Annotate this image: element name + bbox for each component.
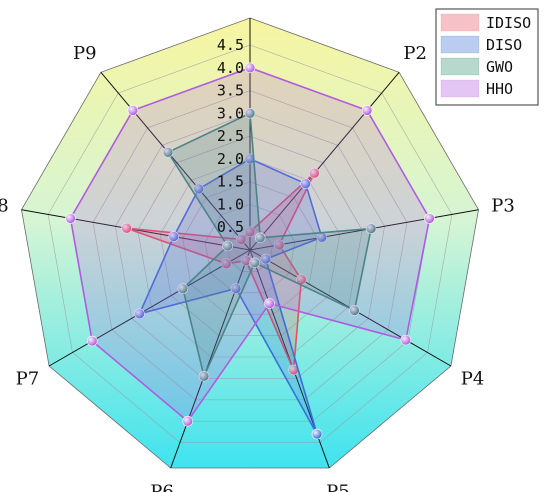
legend: IDISO DISO GWO HHO (435, 8, 539, 106)
tick-label: 1.0 (217, 195, 244, 213)
data-point-highlight (400, 335, 411, 345)
legend-swatch-hho (440, 79, 480, 98)
spoke-line (100, 71, 251, 251)
data-point-highlight (349, 305, 360, 316)
axis-label-p5: P5 (326, 482, 350, 492)
axis-label-p3: P3 (491, 195, 515, 216)
grid-ring (92, 90, 408, 401)
tick-label: 3.0 (217, 104, 244, 122)
data-point-highlight (366, 223, 377, 234)
series-hho (65, 62, 435, 427)
data-point-highlight (309, 168, 320, 179)
legend-label-gwo: GWO (486, 58, 513, 76)
data-point-highlight (241, 255, 252, 266)
series-area (69, 67, 431, 423)
legend-label-hho: HHO (486, 80, 513, 98)
data-point-highlight (312, 429, 322, 440)
radial-tick-labels: 0.5 1.0 1.5 2.0 2.5 3.0 3.5 4.0 4.5 (217, 36, 244, 236)
data-point-highlight (288, 364, 299, 375)
data-point-highlight (362, 105, 373, 116)
legend-swatch-idiso (440, 13, 480, 32)
data-point-highlight (260, 254, 271, 265)
data-point-highlight (222, 241, 233, 251)
data-point-highlight (193, 183, 204, 194)
data-point-highlight (300, 178, 311, 189)
data-point-highlight (245, 226, 255, 237)
legend-label-diso: DISO (486, 36, 522, 54)
data-point-highlight (245, 108, 255, 119)
data-point-highlight (87, 336, 98, 347)
series-idiso (121, 167, 320, 376)
data-point-highlight (245, 62, 255, 73)
data-point-highlight (231, 283, 241, 294)
data-point-highlight (199, 371, 209, 382)
data-point-highlight (168, 231, 179, 242)
axis-label-p2: P2 (403, 43, 427, 64)
tick-label: 2.5 (217, 127, 244, 145)
tick-label: 4.0 (217, 59, 244, 77)
axis-labels: P1 P2 P3 P4 P5 P6 P7 P8 P9 (0, 0, 515, 492)
grid-ring (115, 112, 385, 379)
axis-label-p8: P8 (0, 195, 9, 216)
data-point-highlight (221, 258, 232, 269)
data-point-highlight (177, 283, 188, 294)
series-gwo (162, 108, 377, 382)
data-point-highlight (264, 298, 275, 309)
grid-ring (137, 135, 363, 358)
grid-ring (47, 44, 453, 443)
tick-label: 1.5 (217, 173, 244, 191)
tick-label: 3.5 (217, 82, 244, 100)
data-point-highlight (274, 239, 285, 250)
series-diso (134, 153, 328, 440)
spoke-line (48, 249, 251, 367)
legend-box (435, 8, 539, 106)
series-area (138, 158, 323, 435)
series-area (125, 172, 316, 371)
axis-label-p6: P6 (150, 482, 174, 492)
data-point-highlight (163, 147, 173, 158)
data-point-highlight (127, 105, 138, 116)
data-point-highlight (182, 416, 193, 427)
legend-swatch-gwo (440, 57, 480, 76)
spoke-line (249, 71, 400, 251)
legend-swatch-diso (440, 35, 480, 54)
data-point-highlight (121, 223, 132, 234)
data-point-highlight (65, 213, 76, 224)
data-point-highlight (245, 153, 255, 164)
axis-label-p4: P4 (461, 369, 485, 390)
tick-label: 4.5 (217, 36, 244, 54)
radar-series (65, 62, 435, 440)
data-point-highlight (134, 308, 145, 319)
data-point-highlight (255, 232, 266, 243)
legend-label-idiso: IDISO (486, 14, 531, 32)
axis-label-p1: P1 (238, 0, 262, 4)
data-point-highlight (296, 274, 307, 285)
tick-label: 2.0 (217, 150, 244, 168)
data-point-highlight (236, 234, 247, 245)
data-point-highlight (424, 213, 435, 224)
axis-label-p7: P7 (16, 369, 40, 390)
data-point-highlight (316, 232, 327, 243)
axis-label-p9: P9 (73, 43, 97, 64)
series-area (167, 112, 372, 378)
data-point-highlight (249, 257, 260, 268)
grid-ring (159, 158, 341, 336)
tick-label: 0.5 (217, 218, 244, 236)
